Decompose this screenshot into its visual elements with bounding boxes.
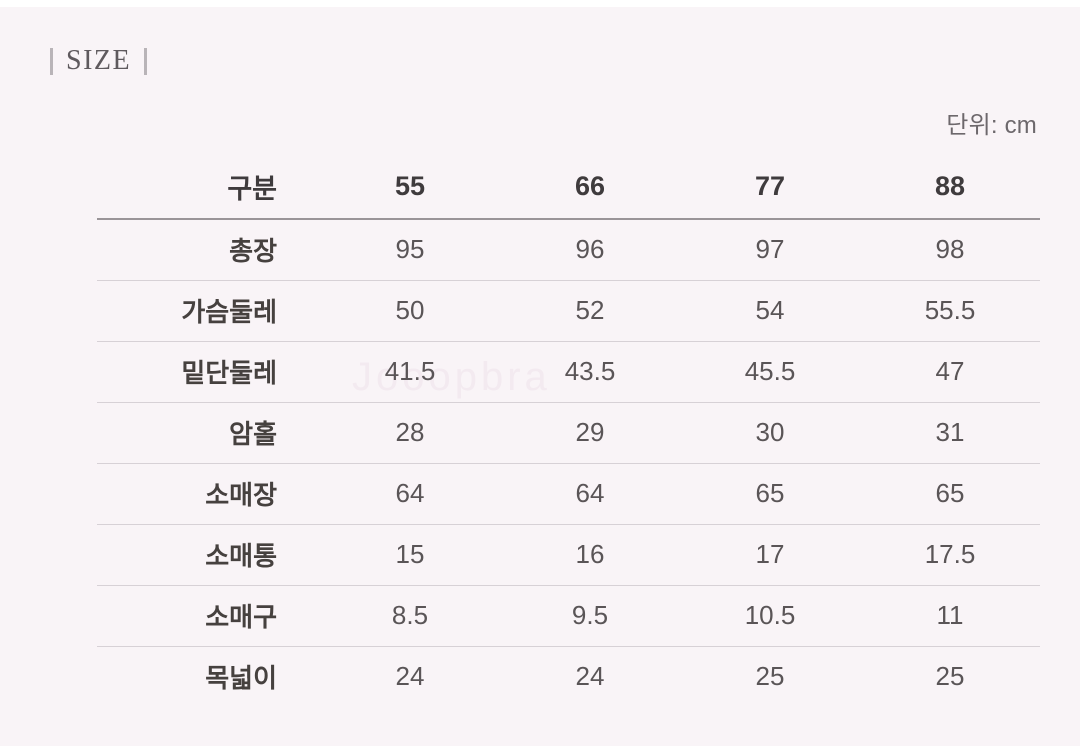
- row-value: 43.5: [564, 356, 616, 386]
- row-value: 54: [755, 295, 785, 325]
- row-label: 총장: [229, 236, 277, 267]
- table-row: 암홀 28 29 30 31: [97, 402, 1040, 463]
- row-value: 64: [575, 478, 605, 508]
- column-header-size-2: 66: [574, 171, 606, 201]
- row-value: 52: [575, 295, 605, 325]
- table-row: 목넓이 24 24 25 25: [97, 646, 1040, 707]
- table-row: 가슴둘레 50 52 54 55.5: [97, 280, 1040, 341]
- column-header-size-4: 88: [934, 171, 966, 201]
- row-value: 50: [395, 295, 425, 325]
- row-value: 28: [395, 417, 425, 447]
- row-value: 25: [755, 661, 785, 692]
- table-row: 소매장 64 64 65 65: [97, 463, 1040, 524]
- row-value: 98: [935, 234, 965, 265]
- row-value: 96: [575, 234, 605, 265]
- table-row: 총장 95 96 97 98: [97, 219, 1040, 280]
- row-value: 30: [755, 417, 785, 447]
- unit-note: 단위: cm: [946, 112, 1037, 139]
- row-label: 소매장: [205, 480, 277, 510]
- row-value: 9.5: [571, 600, 609, 630]
- row-value: 45.5: [744, 356, 796, 386]
- row-value: 24: [575, 661, 605, 692]
- row-value: 8.5: [391, 600, 429, 630]
- row-value: 65: [755, 478, 785, 508]
- section-title: SIZE: [50, 39, 148, 83]
- row-value: 17: [755, 539, 785, 569]
- row-label: 소매구: [205, 602, 277, 632]
- row-label: 가슴둘레: [181, 297, 277, 327]
- row-value: 41.5: [384, 356, 436, 386]
- row-label: 목넓이: [205, 663, 277, 694]
- row-value: 64: [395, 478, 425, 508]
- row-label: 소매통: [205, 541, 277, 571]
- column-header-size-3: 77: [754, 171, 786, 201]
- size-table-body: 총장 95 96 97 98 가슴둘레 50 52 54 55.5 밑단둘레 4…: [97, 219, 1040, 707]
- row-value: 97: [755, 234, 785, 265]
- row-value: 17.5: [924, 539, 976, 569]
- row-value: 16: [575, 539, 605, 569]
- table-row: 밑단둘레 41.5 43.5 45.5 47: [97, 341, 1040, 402]
- row-value: 65: [935, 478, 965, 508]
- title-right-bar-icon: [144, 47, 148, 75]
- row-value: 95: [395, 234, 425, 265]
- table-row: 소매구 8.5 9.5 10.5 11: [97, 585, 1040, 646]
- row-label: 밑단둘레: [181, 358, 277, 388]
- row-value: 10.5: [744, 600, 796, 630]
- row-value: 29: [575, 417, 605, 447]
- row-value: 55.5: [924, 295, 976, 325]
- row-value: 11: [936, 600, 964, 630]
- row-value: 31: [935, 417, 965, 447]
- table-row: 소매통 15 16 17 17.5: [97, 524, 1040, 585]
- row-label: 암홀: [229, 419, 277, 449]
- row-value: 24: [395, 661, 425, 692]
- title-left-bar-icon: [50, 47, 53, 75]
- section-title-text: SIZE: [66, 45, 132, 76]
- size-chart-panel: SIZE 단위: cm Jooopbra 구분 55 66 77 88: [0, 7, 1080, 746]
- row-value: 25: [935, 661, 965, 692]
- watermark-text: Jooopbra: [352, 355, 551, 399]
- row-value: 47: [935, 356, 965, 386]
- column-header-label: 구분: [227, 174, 277, 204]
- size-table: 구분 55 66 77 88 총장 95 96 97 98 가슴둘레 50: [97, 159, 1040, 707]
- table-header-row: 구분 55 66 77 88: [97, 159, 1040, 219]
- size-table-head: 구분 55 66 77 88: [97, 159, 1040, 219]
- column-header-size-1: 55: [394, 171, 426, 201]
- row-value: 15: [395, 539, 425, 569]
